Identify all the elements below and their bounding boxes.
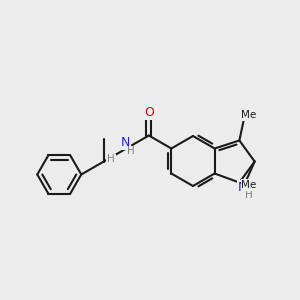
Text: Me: Me	[242, 180, 257, 190]
Text: N: N	[238, 181, 247, 194]
Text: H: H	[128, 146, 135, 157]
Text: Me: Me	[241, 110, 256, 120]
Text: O: O	[144, 106, 154, 118]
Text: H: H	[244, 190, 252, 200]
Text: N: N	[121, 136, 130, 149]
Text: H: H	[107, 154, 115, 164]
